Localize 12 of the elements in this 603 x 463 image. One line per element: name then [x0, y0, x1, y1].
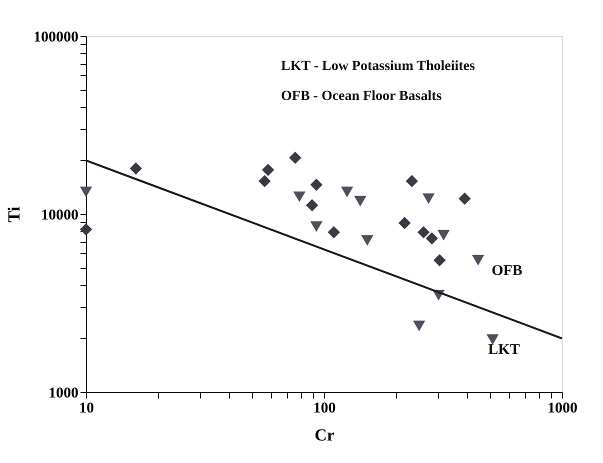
- x-tick-label: 10: [79, 400, 94, 416]
- x-tick-label: 100: [313, 400, 336, 416]
- y-tick-label: 1000: [48, 386, 78, 402]
- annotation: LKT: [488, 342, 520, 358]
- annotation: OFB - Ocean Floor Basalts: [281, 89, 442, 104]
- x-axis-title: Cr: [314, 426, 335, 444]
- annotation: OFB: [492, 263, 522, 279]
- x-tick-label: 1000: [548, 400, 578, 416]
- y-axis-title: Ti: [4, 206, 24, 222]
- annotation: LKT - Low Potassium Tholeiites: [281, 59, 476, 74]
- y-tick-label: 100000: [34, 30, 78, 46]
- y-tick-label: 10000: [41, 208, 78, 224]
